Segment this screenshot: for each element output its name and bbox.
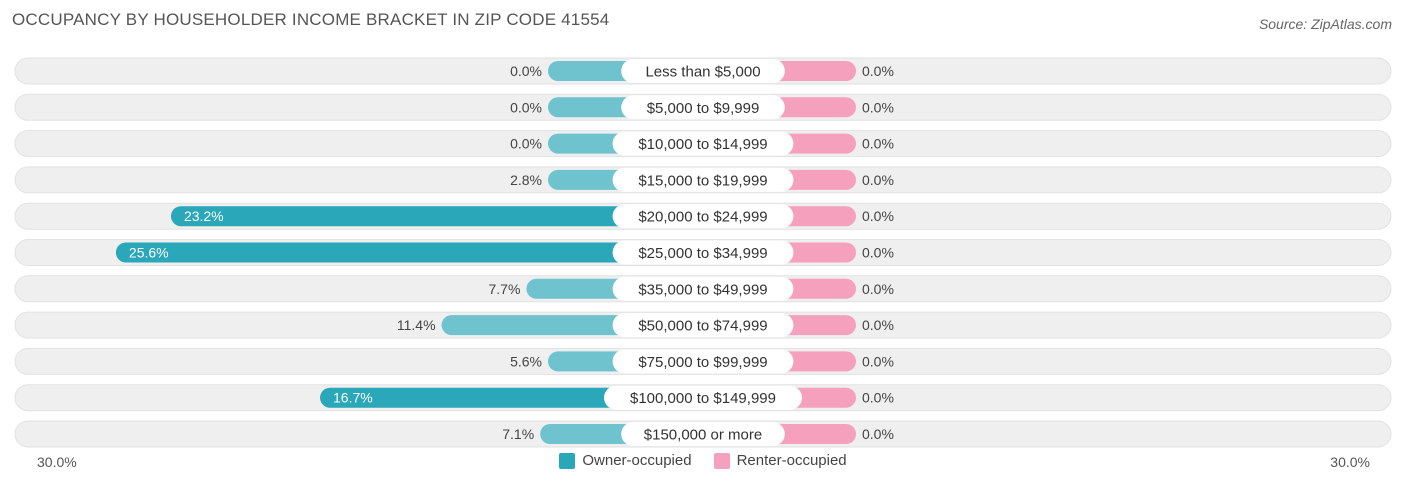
legend-item-owner[interactable]: Owner-occupied [559,452,692,469]
category-label: $25,000 to $34,999 [638,245,767,262]
owner-value-label: 0.0% [510,63,542,79]
chart-title: OCCUPANCY BY HOUSEHOLDER INCOME BRACKET … [12,10,610,29]
category-label: $10,000 to $14,999 [638,136,767,153]
owner-value-label: 0.0% [510,136,542,152]
renter-value-label: 0.0% [862,390,894,406]
renter-value-label: 0.0% [862,353,894,369]
category-label: $35,000 to $49,999 [638,281,767,298]
category-label: Less than $5,000 [645,64,760,81]
renter-value-label: 0.0% [862,63,894,79]
owner-value-label: 5.6% [510,353,542,369]
owner-value-label: 2.8% [510,172,542,188]
category-pill [612,313,794,338]
category-label: $150,000 or more [644,427,762,444]
category-label: $20,000 to $24,999 [638,209,767,226]
category-pill [621,95,785,120]
renter-value-label: 0.0% [862,208,894,224]
owner-value-label: 0.0% [510,99,542,115]
legend-swatch-owner [559,452,576,469]
category-pill [612,167,794,192]
category-label: $15,000 to $19,999 [638,172,767,189]
axis-left-label: 30.0% [37,454,77,470]
category-pill [621,59,785,83]
category-pill [621,422,785,446]
legend-label-owner: Owner-occupied [582,452,692,469]
axis-right-label: 30.0% [1330,454,1370,470]
legend-item-renter[interactable]: Renter-occupied [713,452,847,469]
chart-canvas: Less than $5,000 0.0% 0.0% $5,000 to $9,999… [14,57,1392,448]
renter-value-label: 0.0% [862,99,894,115]
renter-value-label: 0.0% [862,317,894,333]
category-pill [612,131,794,156]
renter-value-label: 0.0% [862,426,894,442]
bar-owner[interactable] [115,242,703,263]
owner-value-label: 25.6% [129,245,169,261]
renter-value-label: 0.0% [862,172,894,188]
category-label: $50,000 to $74,999 [638,318,767,335]
category-pill [604,385,802,410]
category-pill [612,276,794,301]
category-pill [612,204,794,229]
legend-swatch-renter [713,452,730,469]
legend: Owner-occupied Renter-occupied [0,452,1406,469]
owner-value-label: 11.4% [397,317,436,333]
renter-value-label: 0.0% [862,281,894,297]
owner-value-label: 7.1% [502,426,534,442]
category-pill [612,240,794,265]
category-pill [612,349,794,374]
renter-value-label: 0.0% [862,136,894,152]
legend-label-renter: Renter-occupied [736,452,847,469]
owner-value-label: 7.7% [488,281,520,297]
category-label: $75,000 to $99,999 [638,354,767,371]
renter-value-label: 0.0% [862,245,894,261]
owner-value-label: 16.7% [333,390,373,406]
bar-owner[interactable] [170,206,704,227]
category-label: $5,000 to $9,999 [647,100,760,117]
category-label: $100,000 to $149,999 [630,390,776,407]
owner-value-label: 23.2% [184,208,224,224]
chart-source: Source: ZipAtlas.com [1258,16,1392,32]
